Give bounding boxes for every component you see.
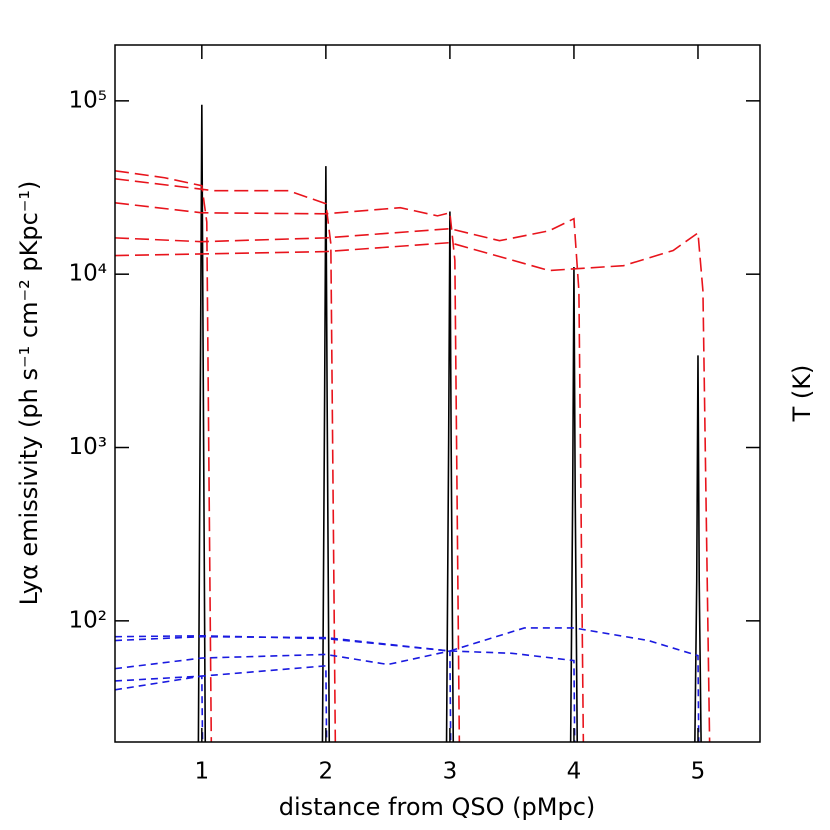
- x-tick-label: 1: [195, 759, 210, 785]
- x-tick-label: 2: [319, 759, 334, 785]
- plot-area: [115, 104, 711, 742]
- series-line: [115, 635, 576, 742]
- x-axis-label: distance from QSO (pMpc): [279, 793, 596, 821]
- series-line: [115, 169, 213, 742]
- y-tick-label: 10⁴: [69, 261, 108, 287]
- y-tick-label: 10³: [69, 434, 108, 460]
- y-tick-label: 10²: [69, 607, 108, 633]
- series-line: [115, 178, 337, 742]
- series-line: [115, 231, 711, 742]
- y-axis-label: Lyα emissivity (ph s⁻¹ cm⁻² pKpc⁻¹): [15, 181, 43, 606]
- series-line: [115, 664, 328, 742]
- plot-frame: [114, 44, 761, 743]
- y-tick-label: 10⁵: [69, 87, 108, 113]
- series-line: [115, 627, 700, 742]
- y2-axis-label: T (K): [788, 365, 816, 423]
- series-line: [115, 217, 585, 742]
- x-tick-label: 3: [443, 759, 458, 785]
- series-line: [115, 202, 461, 742]
- x-tick-label: 5: [691, 759, 706, 785]
- series-line: [197, 104, 702, 742]
- series-line: [115, 649, 452, 742]
- x-tick-label: 4: [567, 759, 582, 785]
